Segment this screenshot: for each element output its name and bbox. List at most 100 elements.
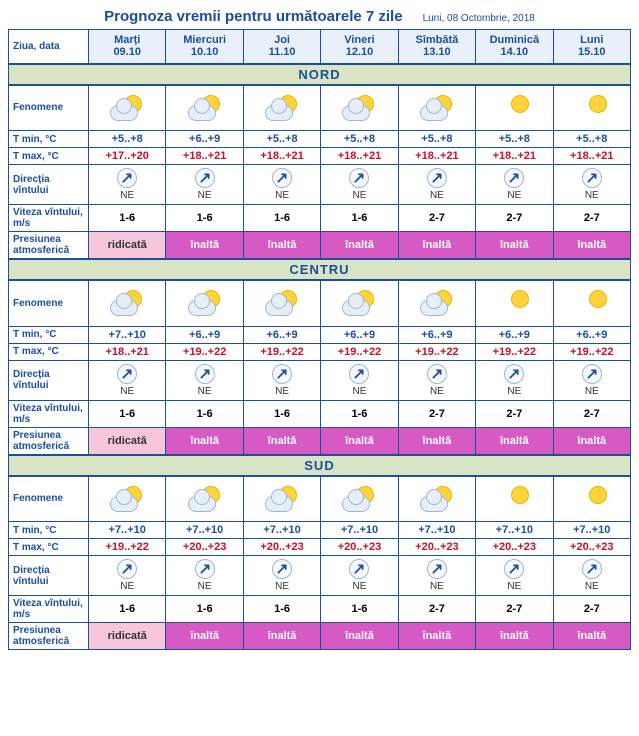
phenomena-cell: [89, 476, 166, 522]
day-header: Luni15.10: [553, 30, 630, 64]
wind-arrow-icon: [349, 364, 369, 384]
wind-arrow-icon: [504, 559, 524, 579]
tmax-cell: +19..+22: [553, 343, 630, 360]
forecast-table: Ziua, dataMarți09.10Miercuri10.10Joi11.1…: [8, 29, 631, 650]
tmax-cell: +18..+21: [321, 148, 398, 165]
pressure-cell: înaltă: [166, 427, 243, 455]
row-label-winddir: Direcția vîntului: [9, 360, 89, 400]
row-label-pressure: Presiunea atmosferică: [9, 427, 89, 455]
weather-icon: [341, 289, 377, 317]
pressure-cell: înaltă: [243, 232, 320, 260]
row-label-tmin: T min, °C: [9, 522, 89, 539]
pressure-cell: înaltă: [166, 623, 243, 650]
pressure-cell: înaltă: [476, 232, 553, 260]
tmin-cell: +5..+8: [553, 131, 630, 148]
tmax-cell: +20..+23: [398, 539, 475, 556]
phenomena-cell: [321, 476, 398, 522]
row-label-phenomena: Fenomene: [9, 476, 89, 522]
winddir-cell: NE: [321, 360, 398, 400]
windspeed-cell: 2-7: [476, 596, 553, 623]
winddir-cell: NE: [166, 165, 243, 205]
wind-arrow-icon: [582, 559, 602, 579]
windspeed-cell: 2-7: [553, 596, 630, 623]
tmax-cell: +20..+23: [321, 539, 398, 556]
tmax-cell: +18..+21: [398, 148, 475, 165]
windspeed-cell: 1-6: [166, 596, 243, 623]
weather-icon: [574, 94, 610, 122]
tmin-cell: +6..+9: [166, 326, 243, 343]
wind-arrow-icon: [117, 559, 137, 579]
windspeed-cell: 1-6: [321, 205, 398, 232]
weather-icon: [187, 94, 223, 122]
wind-arrow-icon: [504, 364, 524, 384]
windspeed-cell: 1-6: [89, 596, 166, 623]
winddir-cell: NE: [398, 360, 475, 400]
tmin-cell: +7..+10: [89, 522, 166, 539]
tmin-cell: +7..+10: [89, 326, 166, 343]
wind-arrow-icon: [427, 559, 447, 579]
weather-icon: [574, 485, 610, 513]
region-header: SUD: [9, 455, 631, 476]
phenomena-cell: [166, 85, 243, 131]
row-label-pressure: Presiunea atmosferică: [9, 623, 89, 650]
pressure-cell: înaltă: [476, 623, 553, 650]
tmin-cell: +7..+10: [553, 522, 630, 539]
phenomena-cell: [476, 476, 553, 522]
weather-icon: [496, 94, 532, 122]
row-label-tmax: T max, °C: [9, 343, 89, 360]
pressure-cell: înaltă: [553, 427, 630, 455]
pressure-cell: înaltă: [553, 232, 630, 260]
tmax-cell: +18..+21: [476, 148, 553, 165]
pressure-cell: înaltă: [553, 623, 630, 650]
winddir-cell: NE: [166, 360, 243, 400]
phenomena-cell: [476, 280, 553, 326]
windspeed-cell: 2-7: [553, 400, 630, 427]
tmax-cell: +20..+23: [553, 539, 630, 556]
weather-icon: [419, 485, 455, 513]
tmin-cell: +6..+9: [553, 326, 630, 343]
weather-icon: [187, 289, 223, 317]
row-label-tmin: T min, °C: [9, 326, 89, 343]
windspeed-cell: 2-7: [553, 205, 630, 232]
tmin-cell: +5..+8: [89, 131, 166, 148]
phenomena-cell: [243, 85, 320, 131]
winddir-cell: NE: [553, 360, 630, 400]
pressure-cell: înaltă: [243, 623, 320, 650]
day-header: Sîmbătă13.10: [398, 30, 475, 64]
pressure-cell: ridicată: [89, 427, 166, 455]
windspeed-cell: 1-6: [89, 205, 166, 232]
issued-date: Luni, 08 Octombrie, 2018: [423, 13, 535, 24]
pressure-cell: înaltă: [243, 427, 320, 455]
tmax-cell: +19..+22: [89, 539, 166, 556]
wind-arrow-icon: [272, 168, 292, 188]
weather-icon: [109, 94, 145, 122]
windspeed-cell: 1-6: [89, 400, 166, 427]
wind-arrow-icon: [195, 559, 215, 579]
wind-arrow-icon: [195, 168, 215, 188]
tmax-cell: +18..+21: [243, 148, 320, 165]
phenomena-cell: [476, 85, 553, 131]
row-label-winddir: Direcția vîntului: [9, 556, 89, 596]
winddir-cell: NE: [553, 165, 630, 205]
winddir-cell: NE: [398, 556, 475, 596]
pressure-cell: ridicată: [89, 232, 166, 260]
winddir-cell: NE: [398, 165, 475, 205]
day-header: Marți09.10: [89, 30, 166, 64]
tmin-cell: +6..+9: [321, 326, 398, 343]
wind-arrow-icon: [427, 168, 447, 188]
windspeed-cell: 1-6: [243, 596, 320, 623]
winddir-cell: NE: [321, 556, 398, 596]
weather-icon: [496, 289, 532, 317]
wind-arrow-icon: [272, 364, 292, 384]
tmin-cell: +7..+10: [243, 522, 320, 539]
pressure-cell: ridicată: [89, 623, 166, 650]
phenomena-cell: [166, 280, 243, 326]
tmin-cell: +5..+8: [476, 131, 553, 148]
windspeed-cell: 1-6: [243, 205, 320, 232]
pressure-cell: înaltă: [398, 232, 475, 260]
wind-arrow-icon: [349, 559, 369, 579]
tmin-cell: +7..+10: [398, 522, 475, 539]
windspeed-cell: 2-7: [398, 596, 475, 623]
phenomena-cell: [321, 85, 398, 131]
tmin-cell: +5..+8: [243, 131, 320, 148]
